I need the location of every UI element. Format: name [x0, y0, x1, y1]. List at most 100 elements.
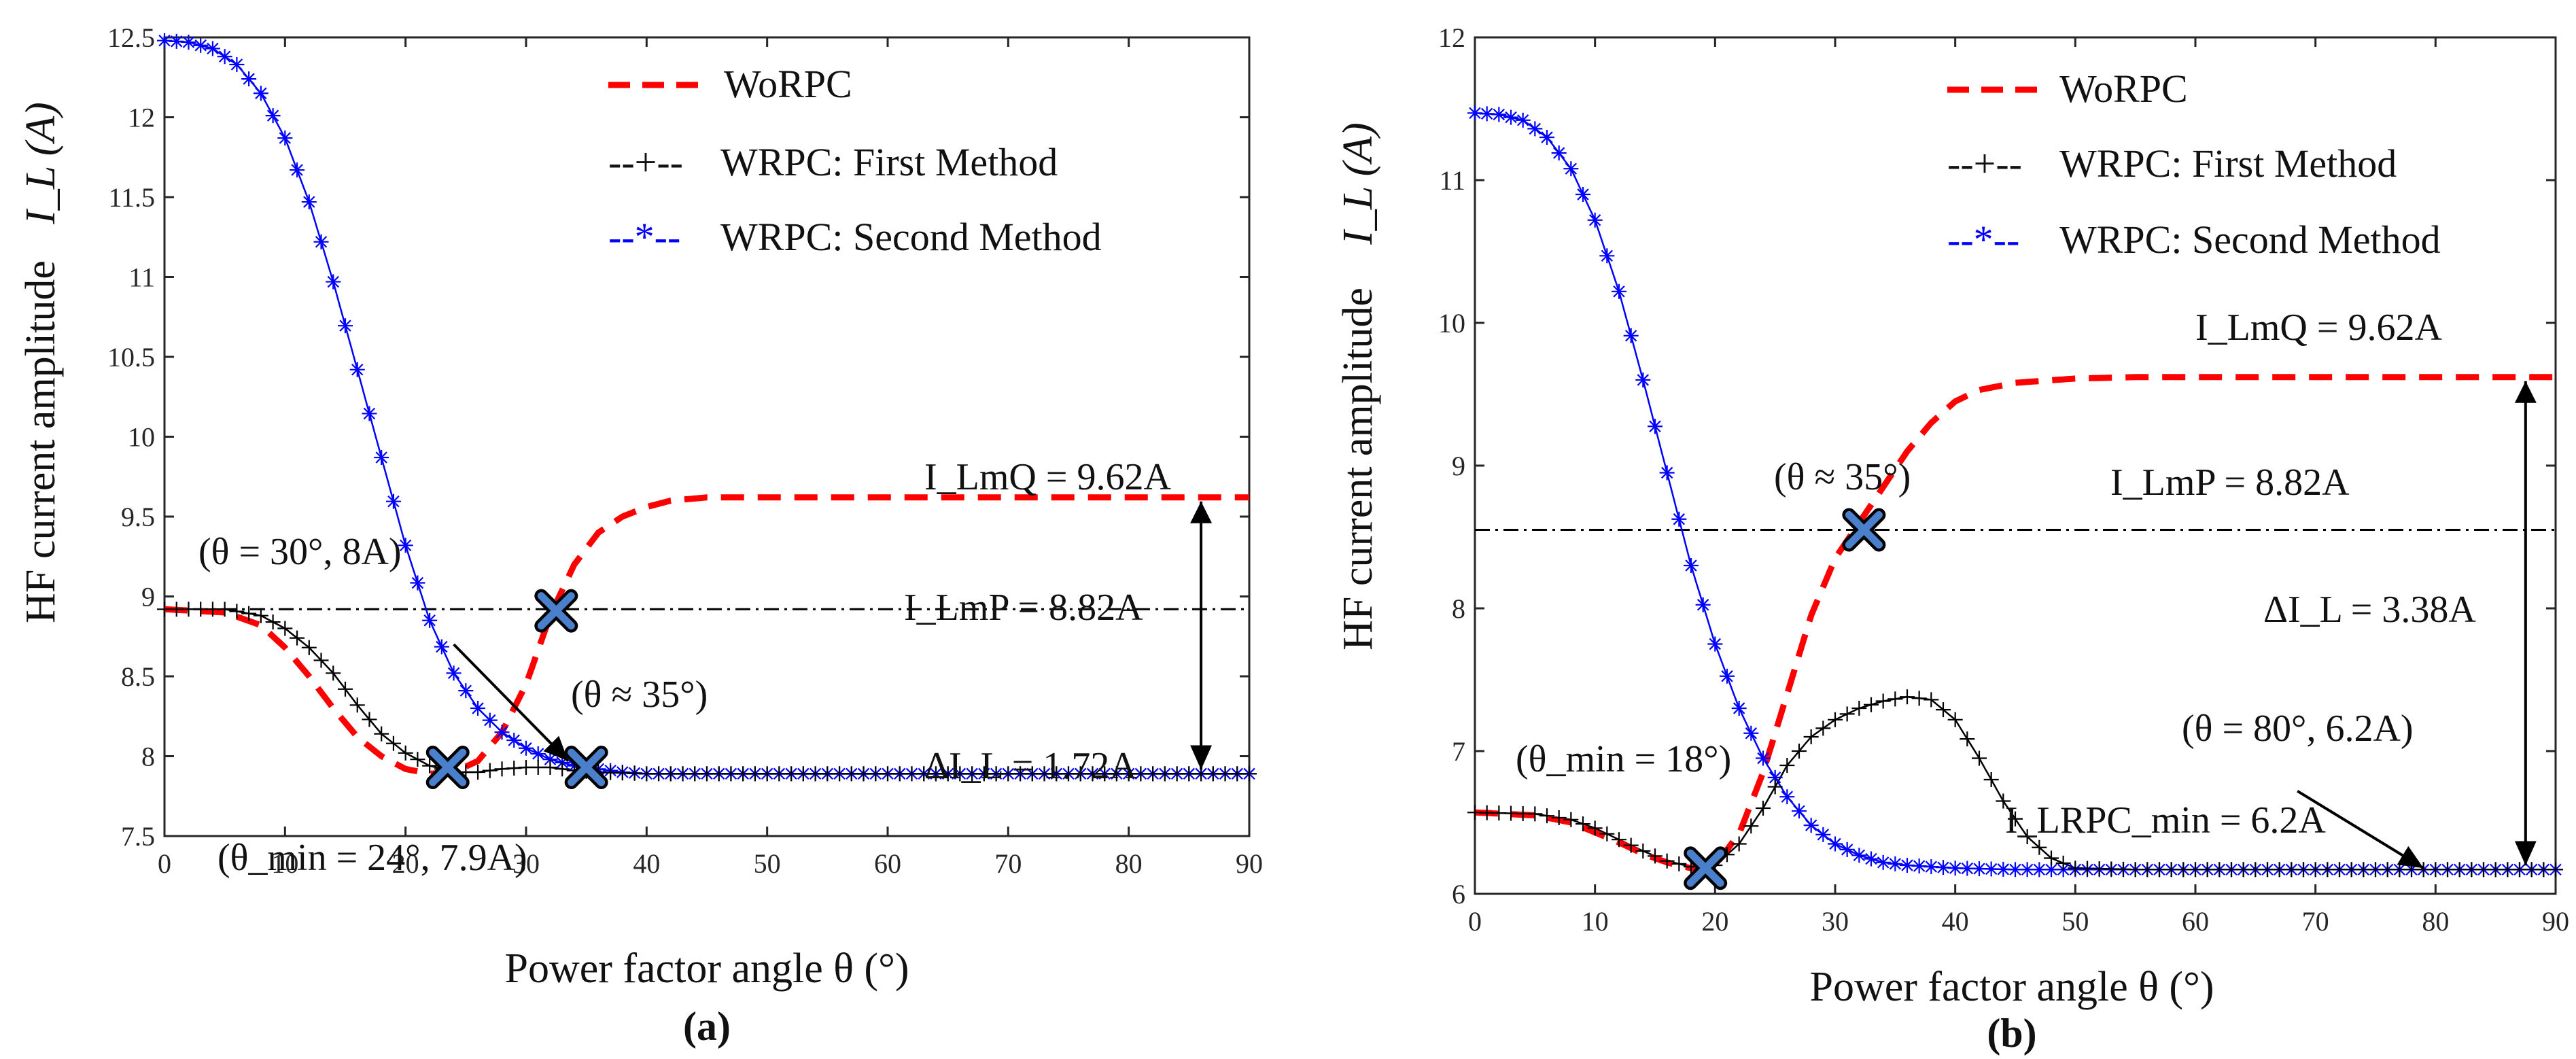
data-point-wrpc-second-method-b — [1599, 248, 1615, 264]
legend-prefix-first-a: --+-- — [608, 140, 683, 184]
data-point-wrpc-first-method-b — [1623, 837, 1639, 853]
data-point-wrpc-first-method-a — [410, 752, 425, 767]
data-point-wrpc-first-method-b — [2008, 811, 2023, 827]
data-point-wrpc-second-method-a — [362, 406, 377, 421]
pointer-arrow-a — [453, 643, 570, 762]
y-tick-label-a: 10.5 — [107, 342, 155, 372]
data-point-wrpc-first-method-b — [1803, 729, 1819, 744]
data-point-wrpc-first-method-b — [1743, 818, 1759, 834]
data-point-wrpc-first-method-a — [277, 621, 293, 636]
data-point-wrpc-second-method-a — [506, 733, 522, 748]
data-point-wrpc-first-method-a — [253, 608, 268, 623]
legend-label-first-b: WRPC: First Method — [2059, 141, 2397, 186]
legend-label-worpc-b: WoRPC — [2059, 67, 2188, 111]
y-axis-symbol-b: I_L (A) — [1335, 122, 1381, 245]
data-point-wrpc-first-method-a — [362, 712, 377, 727]
data-point-wrpc-second-method-b — [1623, 328, 1639, 343]
x-tick-label-b: 10 — [1582, 906, 1609, 937]
data-point-wrpc-first-method-a — [494, 761, 510, 777]
y-tick-label-a: 8 — [141, 742, 155, 772]
data-point-wrpc-second-method-b — [1527, 121, 1543, 137]
data-point-wrpc-first-method-a — [349, 697, 365, 713]
legend-prefix-first-b: --+-- — [1947, 141, 2022, 186]
data-point-wrpc-second-method-b — [1887, 856, 1903, 871]
data-point-wrpc-first-method-b — [1900, 689, 1915, 705]
operating-point-marker-b — [1842, 508, 1886, 552]
x-tick-label-a: 40 — [633, 848, 660, 879]
data-point-wrpc-first-method-b — [1756, 801, 1771, 816]
annotation-delta-b: ΔI_L = 3.38A — [2263, 589, 2476, 631]
data-point-wrpc-second-method-a — [374, 450, 389, 466]
y-tick-label-a: 10 — [128, 422, 155, 453]
data-point-wrpc-first-method-b — [1551, 810, 1567, 825]
data-point-wrpc-second-method-a — [494, 725, 510, 740]
data-point-wrpc-first-method-b — [1612, 832, 1626, 848]
panel-a: 7.5 8 8.5 9 9.5 10 10.5 11 11.5 12 12.5 0 10 20 30 40 5… — [18, 22, 1263, 1049]
data-point-wrpc-first-method-b — [1960, 731, 1975, 747]
y-tick-label-b: 9 — [1452, 451, 1465, 481]
data-point-wrpc-first-method-b — [2055, 855, 2071, 871]
data-point-wrpc-first-method-b — [1828, 712, 1843, 727]
data-point-wrpc-second-method-b — [1779, 789, 1795, 805]
annotation-delta-a: ΔI_L = 1.72A — [924, 745, 1137, 787]
pointer-arrow-b — [2297, 790, 2424, 869]
x-markers-a — [425, 589, 608, 789]
data-point-wrpc-second-method-b — [1911, 858, 1927, 874]
data-point-wrpc-first-method-b — [1864, 697, 1879, 712]
x-tick-label-a: 20 — [392, 848, 419, 879]
data-point-wrpc-second-method-a — [458, 683, 474, 699]
x-tick-label-b: 90 — [2542, 906, 2569, 937]
annotation-theta35-b: (θ ≈ 35°) — [1774, 456, 1911, 498]
data-point-wrpc-first-method-b — [1924, 692, 1939, 708]
data-point-wrpc-first-method-a — [229, 604, 245, 619]
data-point-wrpc-first-method-b — [1996, 793, 2011, 809]
x-tick-label-b: 80 — [2422, 906, 2449, 937]
data-point-wrpc-second-method-b — [1756, 750, 1771, 766]
data-point-wrpc-second-method-a — [290, 162, 305, 178]
panel-label-b: (b) — [1987, 1011, 2036, 1056]
data-point-wrpc-first-method-b — [2548, 862, 2563, 878]
data-point-wrpc-first-method-b — [1576, 816, 1590, 832]
data-point-wrpc-second-method-a — [385, 493, 401, 509]
legend-prefix-second-a: --*-- — [608, 215, 680, 259]
x-tick-label-a: 0 — [158, 848, 171, 879]
data-point-wrpc-first-method-b — [1911, 691, 1927, 706]
data-point-wrpc-first-method-b — [1875, 693, 1891, 709]
data-point-wrpc-first-method-a — [385, 735, 401, 751]
data-point-wrpc-first-method-b — [1983, 772, 1999, 787]
data-point-wrpc-first-method-a — [313, 653, 329, 668]
annotation-theta80-b: (θ = 80°, 6.2A) — [2182, 708, 2414, 750]
data-point-wrpc-first-method-b — [1599, 826, 1615, 841]
y-tick-label-b: 6 — [1452, 879, 1465, 909]
annotation-theta30-a: (θ = 30°, 8A) — [198, 531, 402, 573]
data-point-wrpc-second-method-a — [422, 612, 438, 628]
data-point-wrpc-second-method-b — [1815, 827, 1831, 842]
legend-label-second-a: WRPC: Second Method — [720, 215, 1102, 259]
annotation-ilmq-b: I_LmQ = 9.62A — [2195, 307, 2442, 349]
data-point-wrpc-second-method-b — [1695, 597, 1711, 612]
data-point-wrpc-second-method-b — [1515, 112, 1531, 128]
data-point-wrpc-second-method-a — [326, 274, 341, 290]
y-tick-label-b: 12 — [1438, 22, 1465, 53]
plot-area-a — [163, 36, 1251, 837]
legend-b: WoRPC --+-- WRPC: First Method --*-- WRP… — [1947, 67, 2441, 262]
series-line-worpc-a — [164, 494, 1249, 777]
data-point-wrpc-first-method-a — [326, 665, 341, 681]
x-tick-label-a: 30 — [512, 848, 540, 879]
data-point-wrpc-second-method-a — [434, 639, 449, 655]
y-tick-label-b: 8 — [1452, 593, 1465, 624]
annotation-thetamin-b: (θ_min = 18°) — [1516, 738, 1731, 780]
y-tick-label-a: 11.5 — [108, 182, 155, 213]
data-point-wrpc-second-method-b — [1684, 558, 1699, 573]
data-point-wrpc-second-method-b — [1503, 109, 1518, 125]
y-tick-label-a: 12 — [128, 103, 155, 133]
x-ticks-b: 0 10 20 30 40 50 60 70 80 90 — [1468, 37, 2569, 937]
y-tick-label-b: 10 — [1438, 308, 1465, 338]
legend-prefix-second-b: --*-- — [1947, 218, 2019, 262]
data-point-wrpc-first-method-b — [1635, 844, 1651, 858]
y-tick-label-b: 11 — [1439, 165, 1465, 196]
x-tick-label-b: 50 — [2061, 906, 2089, 937]
data-point-wrpc-first-method-b — [2044, 850, 2059, 866]
x-tick-label-a: 10 — [271, 848, 298, 879]
data-point-wrpc-second-method-b — [1587, 212, 1603, 228]
